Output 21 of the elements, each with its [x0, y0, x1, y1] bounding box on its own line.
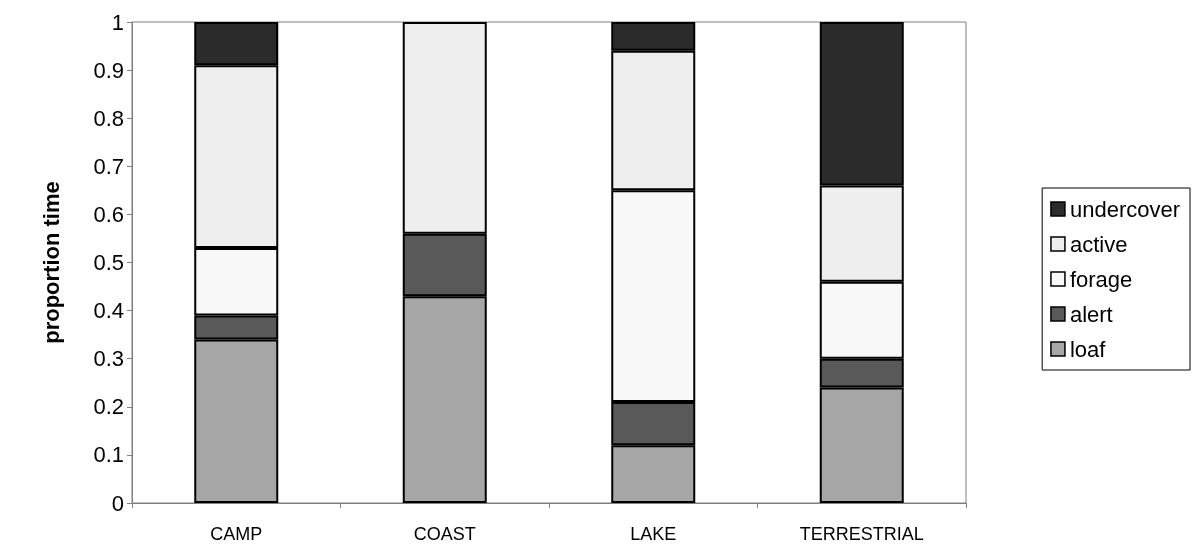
legend-label: undercover	[1069, 196, 1181, 222]
y-tick-label: 0.9	[93, 57, 124, 83]
legend-label: forage	[1069, 266, 1133, 292]
y-tick-label: 1	[111, 9, 124, 35]
y-tick-label: 0.5	[93, 250, 124, 275]
x-tick-label: CAMP	[210, 524, 263, 544]
legend-label: active	[1069, 231, 1128, 257]
y-tick-label: 0.4	[93, 298, 124, 324]
legend-label: loaf	[1069, 336, 1107, 362]
x-tick-label: COAST	[413, 524, 476, 544]
x-tick-label: TERRESTRIAL	[799, 524, 924, 544]
y-tick-label: 0.7	[93, 153, 124, 179]
y-tick-label: 0.8	[93, 105, 124, 131]
y-tick-label: 0.6	[93, 201, 124, 227]
y-tick-label: 0.3	[93, 346, 124, 372]
y-tick-label: 0.1	[93, 442, 124, 468]
y-tick-label: 0	[111, 490, 124, 516]
y-tick-label: 0.2	[93, 394, 124, 420]
y-axis-title: proportion time	[38, 181, 64, 344]
legend-label: alert	[1069, 301, 1113, 327]
x-tick-label: LAKE	[630, 524, 677, 544]
